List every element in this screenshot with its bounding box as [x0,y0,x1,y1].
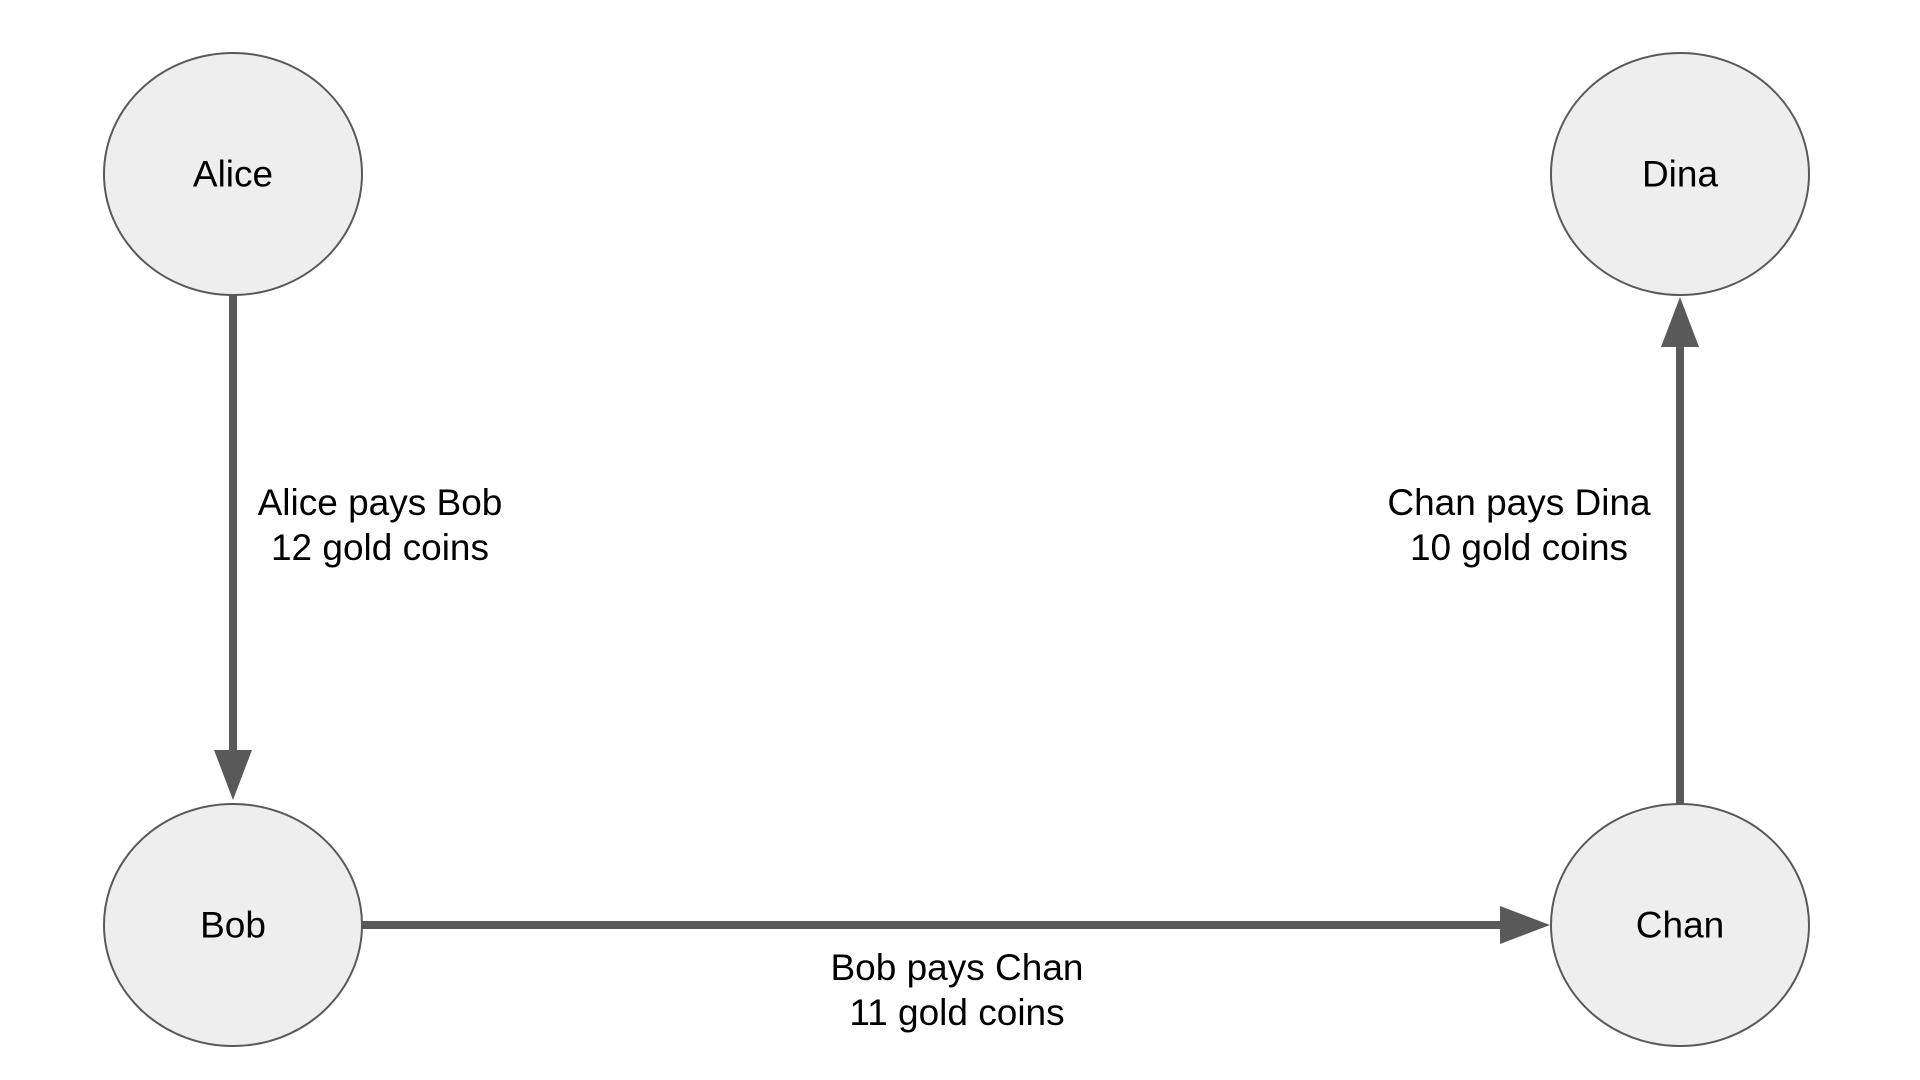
edge-bob-chan-label: Bob pays Chan 11 gold coins [830,945,1083,1035]
edge-chan-dina-arrowhead [1661,297,1699,347]
edge-chan-dina-label-line2: 10 gold coins [1409,527,1629,569]
edge-alice-bob-label-line1: Alice pays Bob [257,482,503,523]
edge-bob-chan-label-line2: 11 gold coins [849,992,1065,1034]
edge-bob-chan-label-line1: Bob pays Chan [830,947,1084,988]
edge-bob-to-chan[interactable] [362,906,1550,944]
edge-alice-bob-label-line2: 12 gold coins [270,527,490,569]
edge-alice-to-bob[interactable] [214,295,252,800]
node-alice-label: Alice [192,153,274,195]
edge-alice-bob-arrowhead [214,750,252,800]
edge-alice-bob-label: Alice pays Bob 12 gold coins [258,480,503,570]
edge-chan-to-dina[interactable] [1661,297,1699,804]
node-dina-label: Dina [1641,153,1719,195]
node-dina[interactable] [1550,52,1810,296]
edge-chan-dina-label-line1: Chan pays Dina [1387,482,1651,523]
node-bob-label: Bob [200,904,266,946]
edge-bob-chan-arrowhead [1500,906,1550,944]
edge-chan-dina-label: Chan pays Dina 10 gold coins [1387,480,1650,570]
node-chan-label: Chan [1635,904,1725,946]
